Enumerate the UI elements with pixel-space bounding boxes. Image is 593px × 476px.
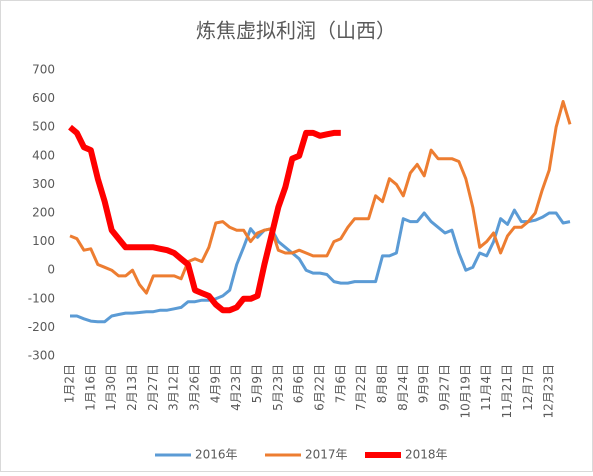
series-line [70, 208, 571, 324]
x-tick-label: 10月19日 [458, 364, 472, 419]
x-tick-label: 9月9日 [417, 364, 431, 403]
y-tick-label: -100 [28, 291, 55, 305]
x-tick-label: 2月27日 [146, 364, 160, 411]
x-tick-label: 5月23日 [271, 364, 285, 411]
y-tick-label: 300 [32, 177, 55, 191]
legend-label: 2017年 [305, 448, 348, 462]
x-tick-label: 8月8日 [375, 364, 389, 403]
x-tick-label: 3月12日 [167, 364, 181, 411]
x-tick-label: 6月6日 [292, 364, 306, 403]
x-tick-label: 9月27日 [438, 364, 452, 411]
x-tick-label: 4月23日 [229, 364, 243, 411]
series-line [68, 124, 341, 314]
x-tick-label: 1月2日 [63, 364, 77, 403]
x-tick-label: 11月4日 [479, 364, 493, 411]
legend-label: 2018年 [405, 448, 448, 462]
y-tick-label: 500 [32, 120, 55, 134]
x-tick-label: 12月23日 [542, 364, 556, 419]
y-tick-label: -300 [28, 349, 55, 363]
y-tick-label: 200 [32, 206, 55, 220]
x-tick-label: 1月16日 [83, 364, 97, 411]
x-tick-label: 1月30日 [104, 364, 118, 411]
y-tick-label: -200 [28, 320, 55, 334]
x-tick-label: 4月9日 [208, 364, 222, 403]
legend-label: 2016年 [195, 448, 238, 462]
x-tick-label: 12月7日 [521, 364, 535, 411]
x-tick-label: 3月26日 [188, 364, 202, 411]
x-tick-label: 8月24日 [396, 364, 410, 411]
x-tick-label: 7月22日 [354, 364, 368, 411]
y-tick-label: 400 [32, 148, 55, 162]
y-tick-label: 600 [32, 91, 55, 105]
y-tick-label: 700 [32, 63, 55, 77]
y-tick-label: 0 [47, 263, 55, 277]
x-tick-label: 11月21日 [500, 364, 514, 419]
x-tick-label: 2月13日 [125, 364, 139, 411]
series-line [69, 100, 572, 295]
y-tick-label: 100 [32, 234, 55, 248]
x-tick-label: 6月22日 [313, 364, 327, 411]
x-tick-label: 5月9日 [250, 364, 264, 403]
chart-title: 炼焦虚拟利润（山西） [196, 19, 396, 43]
x-tick-label: 7月6日 [333, 364, 347, 403]
